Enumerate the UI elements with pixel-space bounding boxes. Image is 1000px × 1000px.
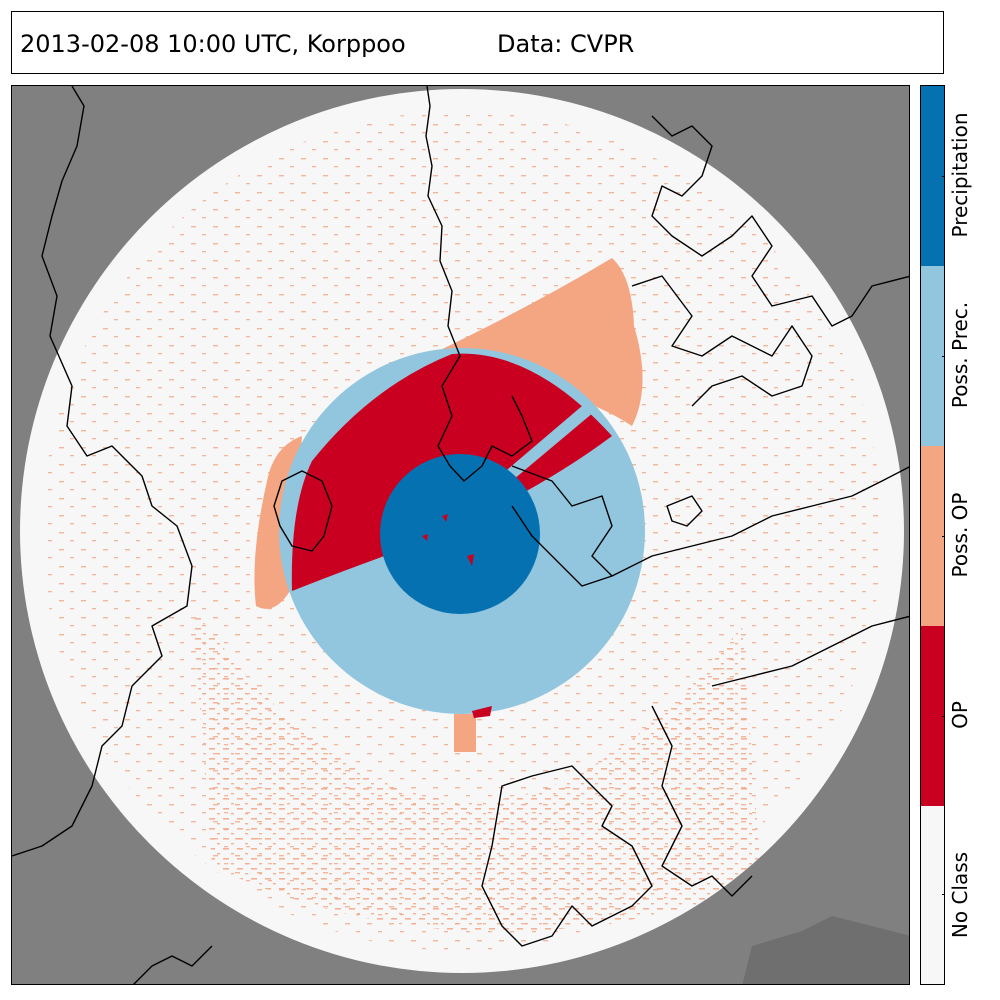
coastline-east-shore <box>611 466 909 577</box>
poss-op-northeast-band <box>432 258 643 426</box>
coastline-southeast <box>711 615 909 687</box>
legend-colorbar <box>920 85 945 985</box>
legend-label-precipitation: Precipitation <box>948 112 972 238</box>
precipitation-core <box>380 454 540 614</box>
legend-tick <box>942 176 945 177</box>
legend-label-no-class: No Class <box>948 851 972 939</box>
legend-tick <box>942 894 945 895</box>
coastline-west <box>12 86 193 857</box>
legend-swatch-poss-prec <box>921 266 944 446</box>
coastline-central-islands <box>511 465 613 587</box>
title-box: 2013-02-08 10:00 UTC, Korppoo Data: CVPR <box>11 11 944 74</box>
radar-map-canvas <box>12 86 909 984</box>
poss-op-south-patch <box>454 714 476 752</box>
coastlines <box>12 86 909 984</box>
legend-swatch-no-class <box>921 806 944 984</box>
op-south-fleck <box>472 706 492 718</box>
coastline-east-islands <box>631 275 813 407</box>
title-data-source: Data: CVPR <box>497 30 635 58</box>
legend-label-poss-prec: Poss. Prec. <box>948 301 972 409</box>
echo-layer <box>42 111 882 951</box>
legend-label-op: OP <box>948 701 972 729</box>
poss-op-speckle-south <box>192 606 762 932</box>
coastline-east-small-island <box>666 495 703 527</box>
land-southeast-corner <box>742 916 909 984</box>
legend-swatch-poss-op <box>921 446 944 626</box>
legend-tick <box>942 536 945 537</box>
coastline-north-peninsula <box>425 86 533 482</box>
coastline-southwest-bottom <box>133 945 213 984</box>
coastline-south-mainland <box>651 705 753 897</box>
legend-swatch-precipitation <box>921 86 944 266</box>
coastline-south-islands <box>481 765 653 947</box>
title-datetime-location: 2013-02-08 10:00 UTC, Korppoo <box>20 30 406 58</box>
coastline-northeast-archipelago <box>651 115 909 327</box>
radar-map <box>11 85 910 985</box>
legend-swatch-op <box>921 626 944 806</box>
coastline-west-island <box>273 470 333 552</box>
legend-label-poss-op: Poss. OP <box>948 492 972 578</box>
legend-tick <box>942 716 945 717</box>
legend-tick <box>942 356 945 357</box>
